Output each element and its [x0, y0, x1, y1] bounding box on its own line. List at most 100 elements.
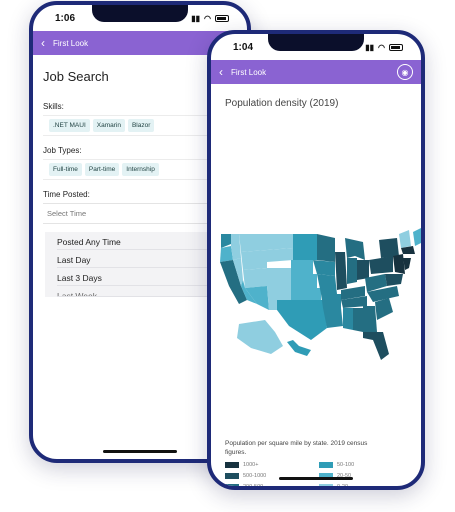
phone-notch — [268, 34, 364, 51]
legend-swatch — [319, 483, 333, 486]
legend-item: 1000+ — [225, 460, 311, 469]
state-shape — [393, 254, 405, 274]
state-shape — [233, 258, 243, 286]
skill-chip[interactable]: Blazor — [127, 119, 155, 132]
state-shape — [293, 234, 317, 260]
state-shape — [353, 308, 363, 332]
picker-option[interactable]: Last 3 Days — [57, 268, 247, 286]
status-time: 1:06 — [55, 12, 76, 24]
state-shape — [239, 234, 267, 252]
state-shape — [379, 238, 399, 258]
state-shape — [291, 288, 321, 300]
state-shape — [323, 308, 343, 328]
navigation-bar: ‹ First Look ◉ — [211, 60, 421, 84]
status-bar: 1:06 ▮▮ ◠ — [33, 5, 247, 31]
state-shape — [221, 234, 231, 248]
state-shape — [375, 298, 393, 320]
legend-swatch — [319, 461, 333, 468]
legend-label: 0-20 — [337, 483, 349, 490]
legend-label: 20-50 — [337, 472, 352, 479]
battery-icon — [389, 43, 403, 51]
job-types-chip-group: Full-time Part-time Internship — [43, 159, 247, 180]
state-shape — [341, 286, 365, 300]
job-types-label: Job Types: — [43, 146, 82, 155]
state-shape — [231, 234, 241, 260]
state-shape — [335, 252, 347, 290]
legend-item: 0-20 — [319, 482, 405, 490]
home-indicator — [103, 450, 177, 453]
map-legend: 1000+ 50-100 500-1000 20-50 200-500 0-20… — [225, 460, 405, 490]
page-title: Job Search — [43, 69, 109, 84]
state-shape — [403, 258, 411, 270]
job-type-chip[interactable]: Full-time — [49, 163, 82, 176]
state-shape — [241, 250, 267, 270]
legend-item: 50-100 — [319, 460, 405, 469]
legend-label: 500-1000 — [243, 472, 267, 479]
job-type-chip[interactable]: Part-time — [84, 163, 120, 176]
wifi-icon: ◠ — [204, 13, 211, 23]
skill-chip[interactable]: .NET MAUI — [49, 119, 90, 132]
state-shape — [317, 234, 335, 262]
state-shape — [245, 286, 269, 310]
state-shape — [413, 228, 421, 246]
status-icons: ▮▮ ◠ — [191, 14, 229, 23]
legend-label: 200-500 — [243, 483, 264, 490]
legend-swatch — [225, 461, 239, 468]
picker-option[interactable]: Last Week — [57, 286, 247, 297]
state-shape — [369, 256, 393, 274]
map-caption: Population per square mile by state. 201… — [225, 440, 368, 456]
status-icons: ▮▮ ◠ — [365, 43, 403, 52]
state-shape — [367, 286, 399, 302]
state-shape — [287, 340, 311, 356]
phone-notch — [92, 5, 188, 22]
legend-swatch — [225, 472, 239, 479]
wifi-icon: ◠ — [378, 42, 385, 52]
state-shape — [267, 234, 293, 250]
skill-chip[interactable]: Xamarin — [92, 119, 125, 132]
state-shape — [357, 260, 369, 280]
state-shape — [365, 274, 387, 292]
picker-option[interactable]: Last Day — [57, 250, 247, 268]
chevron-left-icon[interactable]: ‹ — [219, 65, 223, 79]
github-icon[interactable]: ◉ — [397, 64, 413, 80]
state-shape — [291, 260, 313, 274]
state-shape — [385, 274, 403, 286]
legend-label: 50-100 — [337, 461, 355, 468]
front-phone-frame: 1:04 ▮▮ ◠ ‹ First Look ◉ Population dens… — [207, 30, 425, 490]
skills-chip-group: .NET MAUI Xamarin Blazor — [43, 115, 247, 136]
chevron-left-icon[interactable]: ‹ — [41, 36, 45, 50]
state-shape — [277, 300, 327, 340]
state-shape — [363, 306, 377, 332]
state-shape — [399, 230, 411, 248]
chart-title: Population density (2019) — [225, 98, 339, 109]
job-type-chip[interactable]: Internship — [122, 163, 159, 176]
legend-swatch — [319, 472, 333, 479]
signal-icon: ▮▮ — [365, 42, 375, 52]
status-bar: 1:04 ▮▮ ◠ — [211, 34, 421, 60]
state-shape — [363, 332, 389, 360]
legend-swatch — [225, 483, 239, 486]
state-shape — [237, 320, 283, 354]
state-shape — [220, 246, 233, 262]
us-population-map — [220, 228, 421, 360]
time-posted-label: Time Posted: — [43, 190, 90, 199]
legend-item: 20-50 — [319, 471, 405, 480]
state-shape — [241, 280, 257, 304]
population-map-page: Population density (2019) — [211, 84, 421, 486]
nav-back-label[interactable]: First Look — [53, 38, 89, 48]
nav-back-label[interactable]: First Look — [231, 67, 267, 77]
state-shape — [341, 296, 367, 308]
signal-icon: ▮▮ — [191, 13, 201, 23]
battery-icon — [215, 14, 229, 22]
state-shape — [243, 268, 267, 288]
state-shape — [313, 260, 335, 276]
legend-item: 500-1000 — [225, 471, 311, 480]
state-shape — [267, 268, 291, 286]
picker-option[interactable]: Posted Any Time — [57, 232, 247, 250]
state-shape — [345, 238, 365, 260]
skills-label: Skills: — [43, 102, 64, 111]
time-posted-select[interactable]: Select Time — [43, 203, 247, 224]
state-shape — [317, 274, 337, 294]
state-shape — [347, 258, 357, 284]
state-shape — [401, 246, 415, 254]
